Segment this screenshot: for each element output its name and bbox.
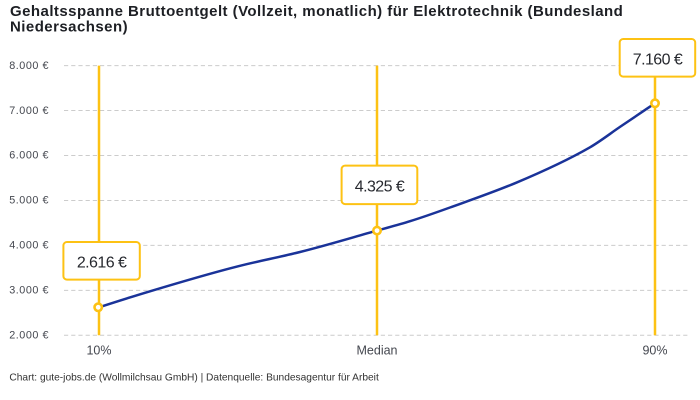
- svg-text:4.000 €: 4.000 €: [9, 240, 49, 252]
- svg-text:10%: 10%: [86, 343, 111, 357]
- svg-text:3.000 €: 3.000 €: [9, 285, 49, 297]
- svg-text:Gehaltsspanne Bruttoentgelt (V: Gehaltsspanne Bruttoentgelt (Vollzeit, m…: [10, 3, 623, 20]
- svg-text:Chart: gute-jobs.de (Wollmilch: Chart: gute-jobs.de (Wollmilchsau GmbH) …: [9, 373, 379, 384]
- svg-text:5.000 €: 5.000 €: [9, 195, 49, 207]
- svg-text:Median: Median: [357, 343, 398, 357]
- svg-text:2.616 €: 2.616 €: [77, 255, 127, 272]
- svg-text:2.000 €: 2.000 €: [9, 330, 49, 342]
- svg-text:8.000 €: 8.000 €: [9, 60, 49, 72]
- svg-text:6.000 €: 6.000 €: [9, 150, 49, 162]
- svg-text:Niedersachsen): Niedersachsen): [10, 19, 128, 36]
- svg-text:90%: 90%: [642, 343, 667, 357]
- svg-text:7.000 €: 7.000 €: [9, 105, 49, 117]
- svg-text:4.325 €: 4.325 €: [355, 179, 405, 196]
- svg-text:7.160 €: 7.160 €: [633, 52, 683, 69]
